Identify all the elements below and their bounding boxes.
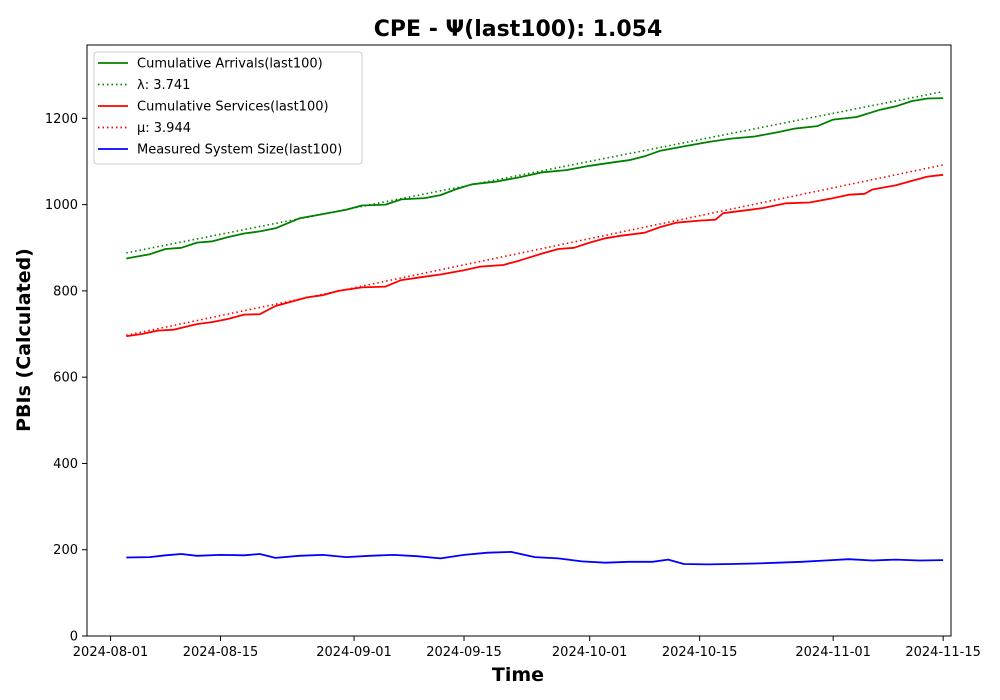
x-tick-label-1: 2024-08-15: [183, 645, 259, 660]
series-line-4: [126, 551, 944, 566]
y-tick-label-5: 1000: [45, 198, 78, 213]
plot-frame: [86, 44, 952, 637]
legend-label-3: μ: 3.944: [137, 121, 191, 136]
x-tick-label-7: 2024-11-15: [905, 645, 981, 660]
series-line-2: [126, 173, 944, 338]
y-axis: 0 200 400 600 800 1000 1200: [45, 112, 87, 645]
y-tick-label-4: 800: [53, 284, 78, 299]
x-axis-label: Time: [492, 664, 544, 686]
x-tick-label-3: 2024-09-15: [426, 645, 502, 660]
legend-label-0: Cumulative Arrivals(last100): [137, 57, 323, 72]
plot-series: [126, 90, 944, 566]
y-tick-label-3: 600: [53, 371, 78, 386]
chart-title: CPE - Ψ(last100): 1.054: [374, 17, 663, 42]
x-tick-label-5: 2024-10-15: [662, 645, 738, 660]
x-tick-label-6: 2024-11-01: [795, 645, 871, 660]
x-axis: 2024-08-01 2024-08-15 2024-09-01 2024-09-15…: [73, 636, 981, 660]
y-tick-label-2: 400: [53, 457, 78, 472]
series-line-1: [126, 90, 944, 254]
legend: Cumulative Arrivals(last100) λ: 3.741 Cumu…: [93, 51, 363, 165]
x-tick-label-2: 2024-09-01: [316, 645, 392, 660]
legend-label-2: Cumulative Services(last100): [137, 100, 329, 115]
y-tick-label-0: 0: [70, 630, 78, 645]
y-tick-label-1: 200: [53, 543, 78, 558]
legend-label-1: λ: 3.741: [137, 78, 190, 93]
x-tick-label-0: 2024-08-01: [73, 645, 149, 660]
legend-label-4: Measured System Size(last100): [137, 143, 342, 158]
legend-box: [93, 51, 363, 165]
series-line-0: [126, 97, 944, 260]
x-tick-label-4: 2024-10-01: [552, 645, 628, 660]
y-axis-label: PBIs (Calculated): [13, 248, 35, 432]
y-tick-label-6: 1200: [45, 112, 78, 127]
